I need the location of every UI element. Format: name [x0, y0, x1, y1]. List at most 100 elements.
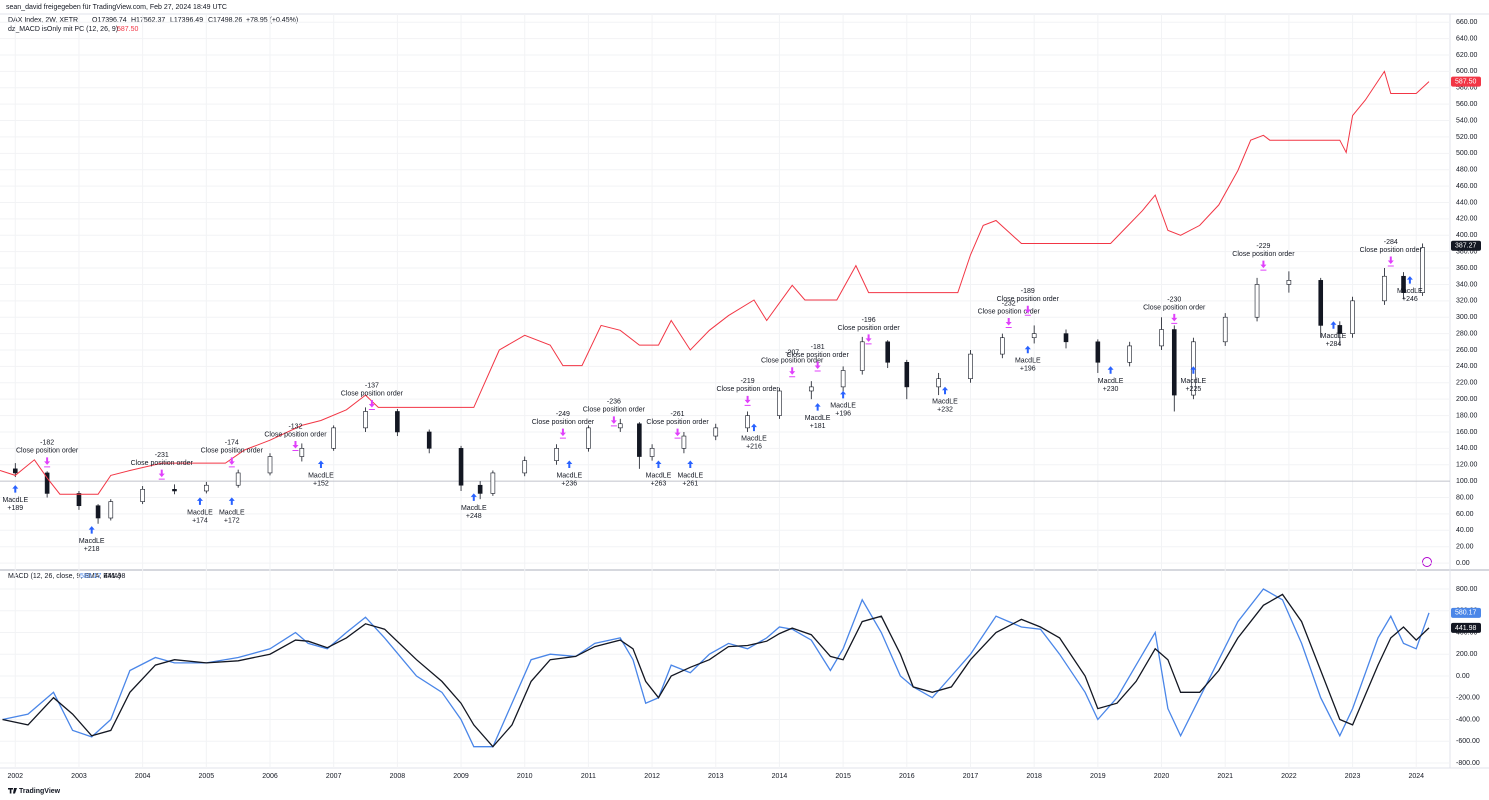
x-tick-label: 2015: [835, 773, 851, 780]
entry-arrow: [655, 460, 662, 469]
exit-arrow: [559, 428, 566, 439]
last-value-tag: [1451, 76, 1481, 87]
entry-label: MacdLE: [187, 509, 213, 516]
entry-arrow: [1406, 276, 1413, 284]
entry-arrow: [12, 485, 19, 493]
y-tick-label: 400.00: [1456, 232, 1478, 239]
exit-arrow: [368, 399, 375, 410]
exit-profit: -189: [1021, 288, 1035, 295]
last-price-tag: [1451, 240, 1481, 251]
exit-profit: -236: [607, 399, 621, 406]
y-tick-label: 20.00: [1456, 544, 1474, 551]
candle-body: [586, 427, 591, 449]
entry-arrow: [228, 497, 235, 505]
y-tick-label: 200.00: [1456, 396, 1478, 403]
exit-label: Close position order: [16, 448, 79, 455]
entry-profit: +172: [224, 517, 240, 524]
candle-body: [1318, 280, 1324, 326]
y-tick-label: 0.00: [1456, 560, 1470, 567]
exit-profit: -261: [671, 411, 685, 418]
exit-arrow: [674, 428, 681, 439]
y-tick-label: 540.00: [1456, 117, 1478, 124]
x-tick-label: 2013: [708, 773, 724, 780]
x-tick-label: 2003: [71, 773, 87, 780]
exit-arrow: [1005, 318, 1012, 329]
y-tick-label: 580.00: [1456, 85, 1478, 92]
x-tick-label: 2007: [326, 773, 342, 780]
entry-profit: +284: [1326, 341, 1342, 348]
candle-body: [885, 341, 891, 363]
entry-label: MacdLE: [830, 403, 856, 410]
exit-profit: -137: [365, 382, 379, 389]
entry-profit: +248: [466, 513, 482, 520]
entry-profit: +152: [313, 480, 329, 487]
exit-label: Close position order: [1360, 247, 1423, 254]
x-tick-label: 2019: [1090, 773, 1106, 780]
y-tick-label: 360.00: [1456, 265, 1478, 272]
entry-label: MacdLE: [1015, 358, 1041, 365]
y-tick-label: 40.00: [1456, 527, 1474, 534]
y-tick-label: 140.00: [1456, 445, 1478, 452]
exit-profit: -284: [1384, 239, 1398, 246]
entry-label: MacdLE: [79, 538, 105, 545]
entry-arrow: [470, 493, 477, 501]
entry-label: MacdLE: [556, 472, 582, 479]
exit-profit: -196: [862, 317, 876, 324]
exit-arrow: [292, 440, 299, 451]
candle-body: [1222, 316, 1228, 343]
events-icon[interactable]: [1422, 557, 1432, 567]
x-tick-label: 2018: [1026, 773, 1042, 780]
y-tick-label: 480.00: [1456, 167, 1478, 174]
y-tick-label: 340.00: [1456, 281, 1478, 288]
exit-label: Close position order: [978, 308, 1041, 315]
candle-body: [713, 427, 719, 437]
exit-label: Close position order: [583, 407, 646, 414]
candle-body: [331, 427, 336, 449]
y-tick-label: 560.00: [1456, 101, 1478, 108]
x-tick-label: 2006: [262, 773, 278, 780]
macd-line: [2, 588, 1430, 748]
y-tick-label: 0.00: [1456, 673, 1470, 680]
indicator-legend: dz_MACD isOnly mit PC (12, 26, 9): [8, 26, 118, 33]
entry-label: MacdLE: [805, 415, 831, 422]
candle-body: [554, 448, 559, 461]
y-tick-label: 500.00: [1456, 150, 1478, 157]
candle-body: [140, 489, 145, 502]
x-tick-label: 2008: [390, 773, 406, 780]
exit-arrow: [1387, 256, 1394, 267]
exit-label: Close position order: [787, 352, 850, 359]
entry-profit: +263: [651, 480, 667, 487]
y-tick-label: 320.00: [1456, 298, 1478, 305]
brand: TradingView: [19, 788, 61, 795]
candle-body: [490, 472, 496, 494]
x-tick-label: 2010: [517, 773, 533, 780]
exit-label: Close position order: [837, 325, 900, 332]
entry-label: MacdLE: [677, 472, 703, 479]
last-value-label: 580.17: [1455, 610, 1477, 617]
symbol-legend: DAX Index, 2W, XETR: [8, 17, 78, 24]
x-tick-label: 2011: [581, 773, 596, 780]
x-tick-label: 2023: [1345, 773, 1361, 780]
entry-label: MacdLE: [461, 505, 487, 512]
y-tick-label: -800.00: [1456, 760, 1480, 767]
candle-body: [108, 501, 114, 519]
candle-body: [1350, 300, 1355, 334]
candle-body: [395, 411, 400, 433]
entry-arrow: [1190, 366, 1197, 374]
candle-body: [1382, 275, 1387, 302]
equity-line: [0, 70, 1430, 495]
last-value-tag: [1451, 607, 1481, 618]
y-tick-label: 600.00: [1456, 68, 1478, 75]
candle-body: [649, 448, 655, 457]
entry-profit: +174: [192, 517, 208, 524]
y-tick-label: 520.00: [1456, 134, 1478, 141]
x-tick-label: 2009: [453, 773, 469, 780]
candle-body: [95, 505, 101, 519]
y-tick-label: 280.00: [1456, 330, 1478, 337]
entry-label: MacdLE: [1098, 378, 1124, 385]
exit-label: Close position order: [532, 419, 595, 426]
entry-profit: +196: [1020, 366, 1036, 373]
macd-value: 580.17: [80, 573, 102, 580]
entry-label: MacdLE: [1321, 333, 1347, 340]
